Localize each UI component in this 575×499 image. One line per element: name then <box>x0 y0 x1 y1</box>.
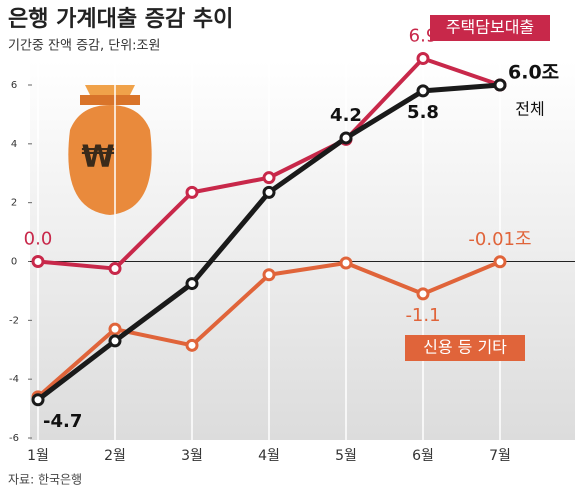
data-point <box>262 185 276 199</box>
data-point <box>416 52 430 66</box>
data-point <box>108 334 122 348</box>
y-tick-label: -2 <box>9 315 19 326</box>
legend-label: 전체 <box>515 100 544 119</box>
data-point <box>108 262 122 276</box>
data-label: 6.0조 <box>508 62 559 84</box>
chart-subtitle: 기간중 잔액 증감, 단위:조원 <box>8 39 160 54</box>
x-tick-label: 2월 <box>104 448 126 464</box>
data-point <box>493 255 507 269</box>
y-tick-label: 2 <box>11 198 17 209</box>
x-tick-label: 4월 <box>258 448 280 464</box>
data-label: -4.7 <box>43 411 82 432</box>
y-tick-label: -6 <box>9 433 19 444</box>
data-point <box>339 131 353 145</box>
data-point <box>185 338 199 352</box>
source: 자료: 한국은행 <box>8 472 82 487</box>
chart-title: 은행 가계대출 증감 추이 <box>8 7 233 32</box>
data-point <box>31 255 45 268</box>
svg-text:₩: ₩ <box>81 140 114 175</box>
legend-box <box>405 335 525 361</box>
x-tick-label: 5월 <box>335 448 357 464</box>
data-point <box>493 78 507 92</box>
y-tick-label: 4 <box>11 139 17 150</box>
data-point <box>262 171 276 185</box>
data-point <box>108 322 122 336</box>
data-label: -1.1 <box>405 305 440 326</box>
data-point <box>416 84 430 98</box>
data-point <box>262 268 276 282</box>
x-tick-label: 7월 <box>489 448 511 464</box>
data-point <box>185 185 199 199</box>
y-tick-label: 6 <box>11 80 17 91</box>
x-tick-label: 1월 <box>27 448 49 464</box>
data-label: 4.2 <box>330 105 362 126</box>
data-point <box>339 256 353 270</box>
legend-label: 신용 등 기타 <box>423 338 507 357</box>
data-point <box>185 277 199 291</box>
legend-label: 주택담보대출 <box>446 18 534 37</box>
data-label: 0.0 <box>24 229 53 250</box>
data-point <box>416 287 430 301</box>
y-tick-label: -4 <box>9 374 19 385</box>
data-point <box>31 393 45 407</box>
data-label: -0.01조 <box>468 229 531 250</box>
data-label: 5.8 <box>407 102 439 123</box>
y-tick-label: 0 <box>11 257 17 268</box>
legend-box <box>430 15 550 41</box>
x-tick-label: 3월 <box>181 448 203 464</box>
money-bag-icon: ₩ <box>68 85 152 215</box>
x-tick-label: 6월 <box>412 448 434 464</box>
